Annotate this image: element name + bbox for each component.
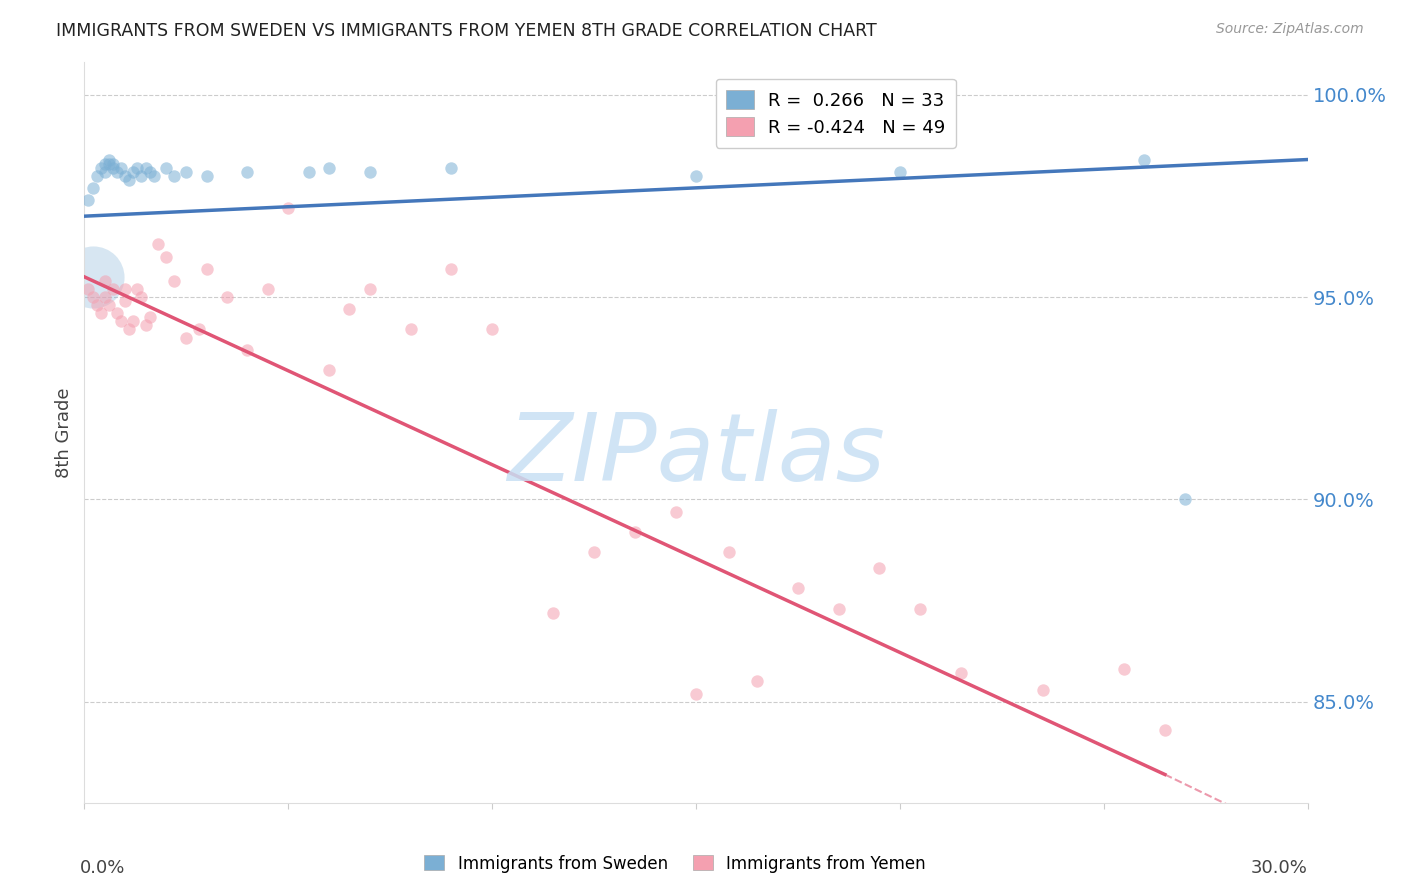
Point (135, 161, 157, 175)
Point (118, 173, 141, 187)
Point (257, 282, 280, 296)
Point (176, 164, 198, 178)
Point (86, 169, 108, 183)
Text: 0.0%: 0.0% (80, 859, 125, 878)
Point (90, 161, 112, 175)
Point (869, 561, 891, 575)
Y-axis label: 8th Grade: 8th Grade (55, 387, 73, 478)
Point (298, 164, 321, 178)
Point (339, 302, 361, 317)
Text: Source: ZipAtlas.com: Source: ZipAtlas.com (1216, 22, 1364, 37)
Point (828, 601, 851, 615)
Point (110, 314, 132, 328)
Point (155, 250, 177, 264)
Point (163, 169, 186, 183)
Point (1154, 723, 1177, 737)
Legend: Immigrants from Sweden, Immigrants from Yemen: Immigrants from Sweden, Immigrants from … (418, 848, 932, 880)
Point (440, 161, 463, 175)
Point (1174, 492, 1197, 507)
Point (131, 290, 153, 304)
Point (135, 318, 157, 333)
Point (583, 545, 606, 559)
Text: ZIPatlas: ZIPatlas (508, 409, 884, 500)
Point (685, 169, 707, 183)
Point (114, 294, 136, 309)
Point (77, 282, 100, 296)
Point (747, 674, 769, 689)
Point (101, 156, 124, 170)
Point (481, 322, 503, 336)
Point (82, 269, 104, 284)
Point (217, 290, 239, 304)
Point (93, 164, 117, 178)
Text: IMMIGRANTS FROM SWEDEN VS IMMIGRANTS FROM YEMEN 8TH GRADE CORRELATION CHART: IMMIGRANTS FROM SWEDEN VS IMMIGRANTS FRO… (56, 22, 877, 40)
Point (236, 164, 259, 178)
Point (118, 322, 141, 336)
Point (93, 156, 117, 170)
Point (236, 343, 259, 357)
Point (146, 237, 169, 252)
Point (131, 169, 153, 183)
Point (787, 582, 810, 596)
Point (122, 164, 145, 178)
Point (105, 164, 128, 178)
Text: 30.0%: 30.0% (1251, 859, 1308, 878)
Point (86, 298, 108, 312)
Point (138, 310, 160, 325)
Point (93, 274, 117, 288)
Point (399, 322, 422, 336)
Point (110, 161, 132, 175)
Point (1114, 662, 1136, 676)
Point (97, 298, 120, 312)
Point (889, 164, 911, 178)
Point (950, 666, 973, 681)
Point (359, 164, 381, 178)
Point (187, 322, 209, 336)
Point (97, 156, 120, 170)
Point (77, 193, 100, 207)
Point (176, 330, 198, 344)
Point (97, 153, 120, 167)
Point (624, 524, 647, 539)
Point (543, 606, 565, 620)
Point (90, 306, 112, 320)
Point (142, 169, 165, 183)
Point (1133, 153, 1156, 167)
Point (277, 201, 299, 215)
Point (665, 504, 688, 518)
Point (155, 161, 177, 175)
Point (105, 306, 128, 320)
Point (195, 261, 218, 276)
Point (685, 687, 707, 701)
Point (318, 363, 340, 377)
Point (717, 545, 740, 559)
Point (82, 181, 104, 195)
Point (114, 169, 136, 183)
Point (359, 282, 381, 296)
Point (127, 282, 149, 296)
Point (163, 274, 186, 288)
Point (1032, 682, 1054, 697)
Legend: R =  0.266   N = 33, R = -0.424   N = 49: R = 0.266 N = 33, R = -0.424 N = 49 (716, 78, 956, 147)
Point (138, 164, 160, 178)
Point (114, 282, 136, 296)
Point (440, 261, 463, 276)
Point (195, 169, 218, 183)
Point (910, 601, 932, 615)
Point (101, 161, 124, 175)
Point (82, 290, 104, 304)
Point (318, 161, 340, 175)
Point (127, 161, 149, 175)
Point (122, 314, 145, 328)
Point (93, 290, 117, 304)
Point (101, 282, 124, 296)
